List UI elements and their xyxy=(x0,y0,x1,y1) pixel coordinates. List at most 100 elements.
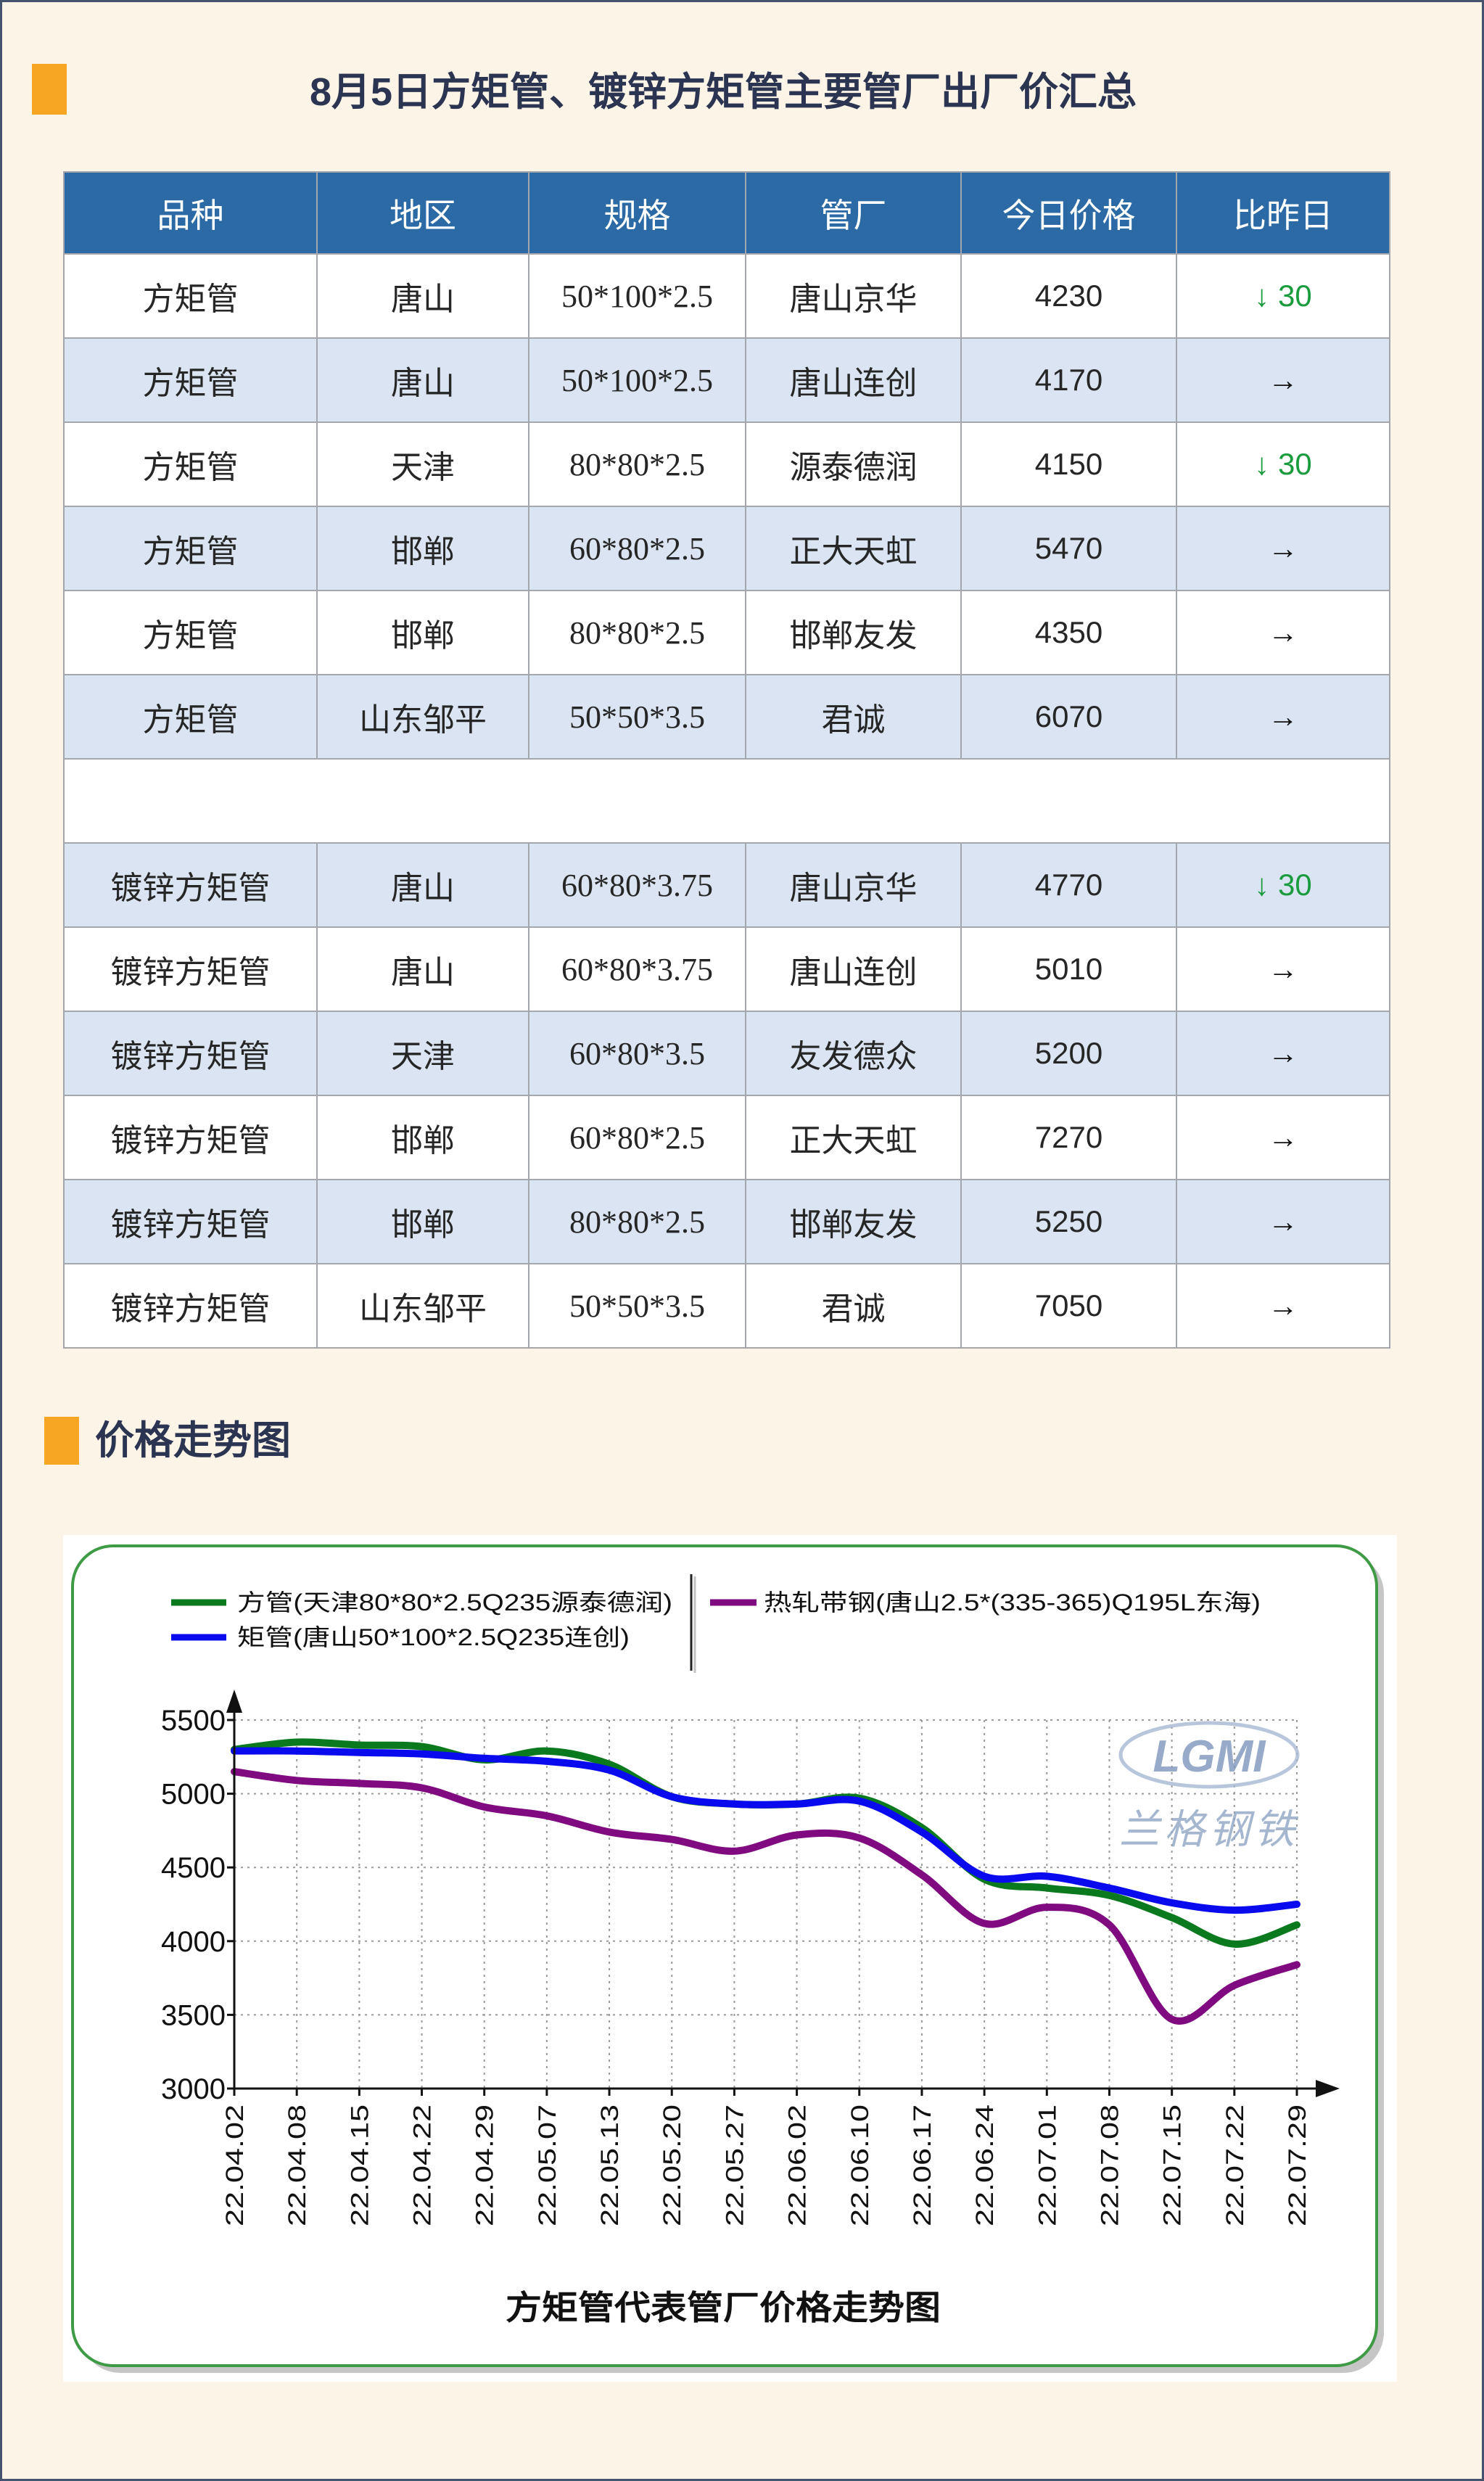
variety-cell: 方矩管 xyxy=(63,674,318,760)
variety-cell: 方矩管 xyxy=(63,337,318,423)
price-cell: 7270 xyxy=(960,1095,1177,1180)
spec-cell: 60*80*2.5 xyxy=(528,506,746,591)
change-cell: ↓ 30 xyxy=(1176,421,1390,507)
spec-cell: 80*80*2.5 xyxy=(528,1179,746,1264)
table-row: 镀锌方矩管 邯郸 80*80*2.5 邯郸友发 5250 → xyxy=(63,1179,1390,1264)
spec-cell: 60*80*3.75 xyxy=(528,842,746,928)
spec-cell: 60*80*3.5 xyxy=(528,1011,746,1096)
mill-cell: 君诚 xyxy=(745,674,962,760)
region-cell: 唐山 xyxy=(316,337,529,423)
chart-panel: 方管(天津80*80*2.5Q235源泰德润) 矩管(唐山50*100*2.5Q… xyxy=(63,1535,1397,2382)
x-tick-label: 22.06.24 xyxy=(971,2104,999,2226)
region-cell: 唐山 xyxy=(316,253,529,339)
x-tick-label: 22.05.07 xyxy=(534,2104,561,2226)
x-tick-label: 22.04.08 xyxy=(284,2104,311,2226)
variety-cell: 镀锌方矩管 xyxy=(63,1011,318,1096)
legend-label: 方管(天津80*80*2.5Q235源泰德润) xyxy=(237,1589,672,1616)
chart-frame xyxy=(71,1544,1378,2367)
table-row: 镀锌方矩管 唐山 60*80*3.75 唐山连创 5010 → xyxy=(63,926,1390,1012)
table-row: 镀锌方矩管 天津 60*80*3.5 友发德众 5200 → xyxy=(63,1011,1390,1096)
mill-cell: 源泰德润 xyxy=(745,421,962,507)
header-variety: 品种 xyxy=(63,171,318,255)
spec-cell: 50*50*3.5 xyxy=(528,1263,746,1349)
table-row: 方矩管 邯郸 80*80*2.5 邯郸友发 4350 → xyxy=(63,590,1390,675)
price-cell: 4770 xyxy=(960,842,1177,928)
watermark-logo-cn: 兰格钢铁 xyxy=(1119,1806,1299,1852)
series-line-hot-rolled-strip xyxy=(231,1768,1300,2025)
mill-cell: 唐山连创 xyxy=(745,926,962,1012)
x-tick-label: 22.04.29 xyxy=(471,2104,499,2226)
y-tick-label: 5000 xyxy=(161,1779,226,1811)
region-cell: 天津 xyxy=(316,1011,529,1096)
x-tick-label: 22.04.22 xyxy=(409,2104,437,2226)
spec-cell: 80*80*2.5 xyxy=(528,590,746,675)
variety-cell: 镀锌方矩管 xyxy=(63,926,318,1012)
x-tick-label: 22.07.01 xyxy=(1034,2104,1061,2226)
change-cell: ↓ 30 xyxy=(1176,842,1390,928)
legend-label: 矩管(唐山50*100*2.5Q235连创) xyxy=(237,1624,630,1650)
table-row: 镀锌方矩管 山东邹平 50*50*3.5 君诚 7050 → xyxy=(63,1263,1390,1349)
price-cell: 6070 xyxy=(960,674,1177,760)
table-row: 镀锌方矩管 邯郸 60*80*2.5 正大天虹 7270 → xyxy=(63,1095,1390,1180)
variety-cell: 方矩管 xyxy=(63,590,318,675)
price-cell: 5010 xyxy=(960,926,1177,1012)
legend-item-square-tube: 方管(天津80*80*2.5Q235源泰德润) xyxy=(171,1589,672,1616)
mill-cell: 正大天虹 xyxy=(745,1095,962,1180)
spec-cell: 80*80*2.5 xyxy=(528,421,746,507)
section-marker xyxy=(44,1417,79,1465)
price-cell: 5200 xyxy=(960,1011,1177,1096)
legend-label: 热轧带钢(唐山2.5*(335-365)Q195L东海) xyxy=(764,1589,1261,1616)
y-axis-arrow xyxy=(226,1690,242,1713)
table-body: 方矩管 唐山 50*100*2.5 唐山京华 4230 ↓ 30 方矩管 唐山 50*100*2… xyxy=(63,253,1390,1349)
chart-series xyxy=(231,1738,1300,2025)
variety-cell: 镀锌方矩管 xyxy=(63,1095,318,1180)
price-cell: 4230 xyxy=(960,253,1177,339)
mill-cell: 唐山连创 xyxy=(745,337,962,423)
spec-cell: 60*80*2.5 xyxy=(528,1095,746,1180)
region-cell: 山东邹平 xyxy=(316,674,529,760)
table-row: 方矩管 天津 80*80*2.5 源泰德润 4150 ↓ 30 xyxy=(63,421,1390,507)
mill-cell: 唐山京华 xyxy=(745,253,962,339)
change-cell: → xyxy=(1176,337,1390,423)
change-cell: → xyxy=(1176,1095,1390,1180)
x-tick-label: 22.06.17 xyxy=(909,2104,936,2226)
mill-cell: 君诚 xyxy=(745,1263,962,1349)
mill-cell: 邯郸友发 xyxy=(745,1179,962,1264)
header-mill: 管厂 xyxy=(745,171,962,255)
price-table: 品种 地区 规格 管厂 今日价格 比昨日 方矩管 唐山 50*100*2.5 唐山京华… xyxy=(63,171,1390,1349)
table-header-row: 品种 地区 规格 管厂 今日价格 比昨日 xyxy=(63,171,1390,255)
spec-cell: 50*100*2.5 xyxy=(528,253,746,339)
series-line-rect-tube xyxy=(231,1747,1300,1914)
x-tick-label: 22.06.10 xyxy=(846,2104,874,2226)
spec-cell: 60*80*3.75 xyxy=(528,926,746,1012)
change-cell: → xyxy=(1176,506,1390,591)
spacer-cell xyxy=(63,758,1390,844)
section-marker xyxy=(32,64,67,115)
legend-item-rect-tube: 矩管(唐山50*100*2.5Q235连创) xyxy=(171,1624,630,1650)
summary-title: 8月5日方矩管、镀锌方矩管主要管厂出厂价汇总 xyxy=(309,70,1137,114)
mill-cell: 邯郸友发 xyxy=(745,590,962,675)
x-tick-label: 22.04.15 xyxy=(346,2104,374,2226)
table-row: 方矩管 唐山 50*100*2.5 唐山连创 4170 → xyxy=(63,337,1390,423)
x-tick-label: 22.04.02 xyxy=(221,2104,249,2226)
change-cell: → xyxy=(1176,1263,1390,1349)
chart-axes xyxy=(226,1690,1340,2097)
mill-cell: 唐山京华 xyxy=(745,842,962,928)
y-tick-label: 4000 xyxy=(161,1926,226,1958)
variety-cell: 镀锌方矩管 xyxy=(63,1179,318,1264)
watermark-logo-text: LGMI xyxy=(1153,1732,1267,1782)
x-tick-label: 22.07.15 xyxy=(1159,2104,1187,2226)
price-cell: 7050 xyxy=(960,1263,1177,1349)
y-tick-label: 3500 xyxy=(161,1999,226,2031)
x-tick-label: 22.06.02 xyxy=(784,2104,812,2226)
x-tick-label: 22.07.29 xyxy=(1284,2104,1311,2226)
header-change: 比昨日 xyxy=(1176,171,1390,255)
mill-cell: 友发德众 xyxy=(745,1011,962,1096)
table-row: 方矩管 山东邹平 50*50*3.5 君诚 6070 → xyxy=(63,674,1390,760)
chart-title: 方矩管代表管厂价格走势图 xyxy=(506,2289,941,2326)
region-cell: 天津 xyxy=(316,421,529,507)
table-row: 方矩管 邯郸 60*80*2.5 正大天虹 5470 → xyxy=(63,506,1390,591)
region-cell: 邯郸 xyxy=(316,1095,529,1180)
group-spacer-row xyxy=(63,758,1390,844)
chart-grid xyxy=(234,1719,1298,2089)
